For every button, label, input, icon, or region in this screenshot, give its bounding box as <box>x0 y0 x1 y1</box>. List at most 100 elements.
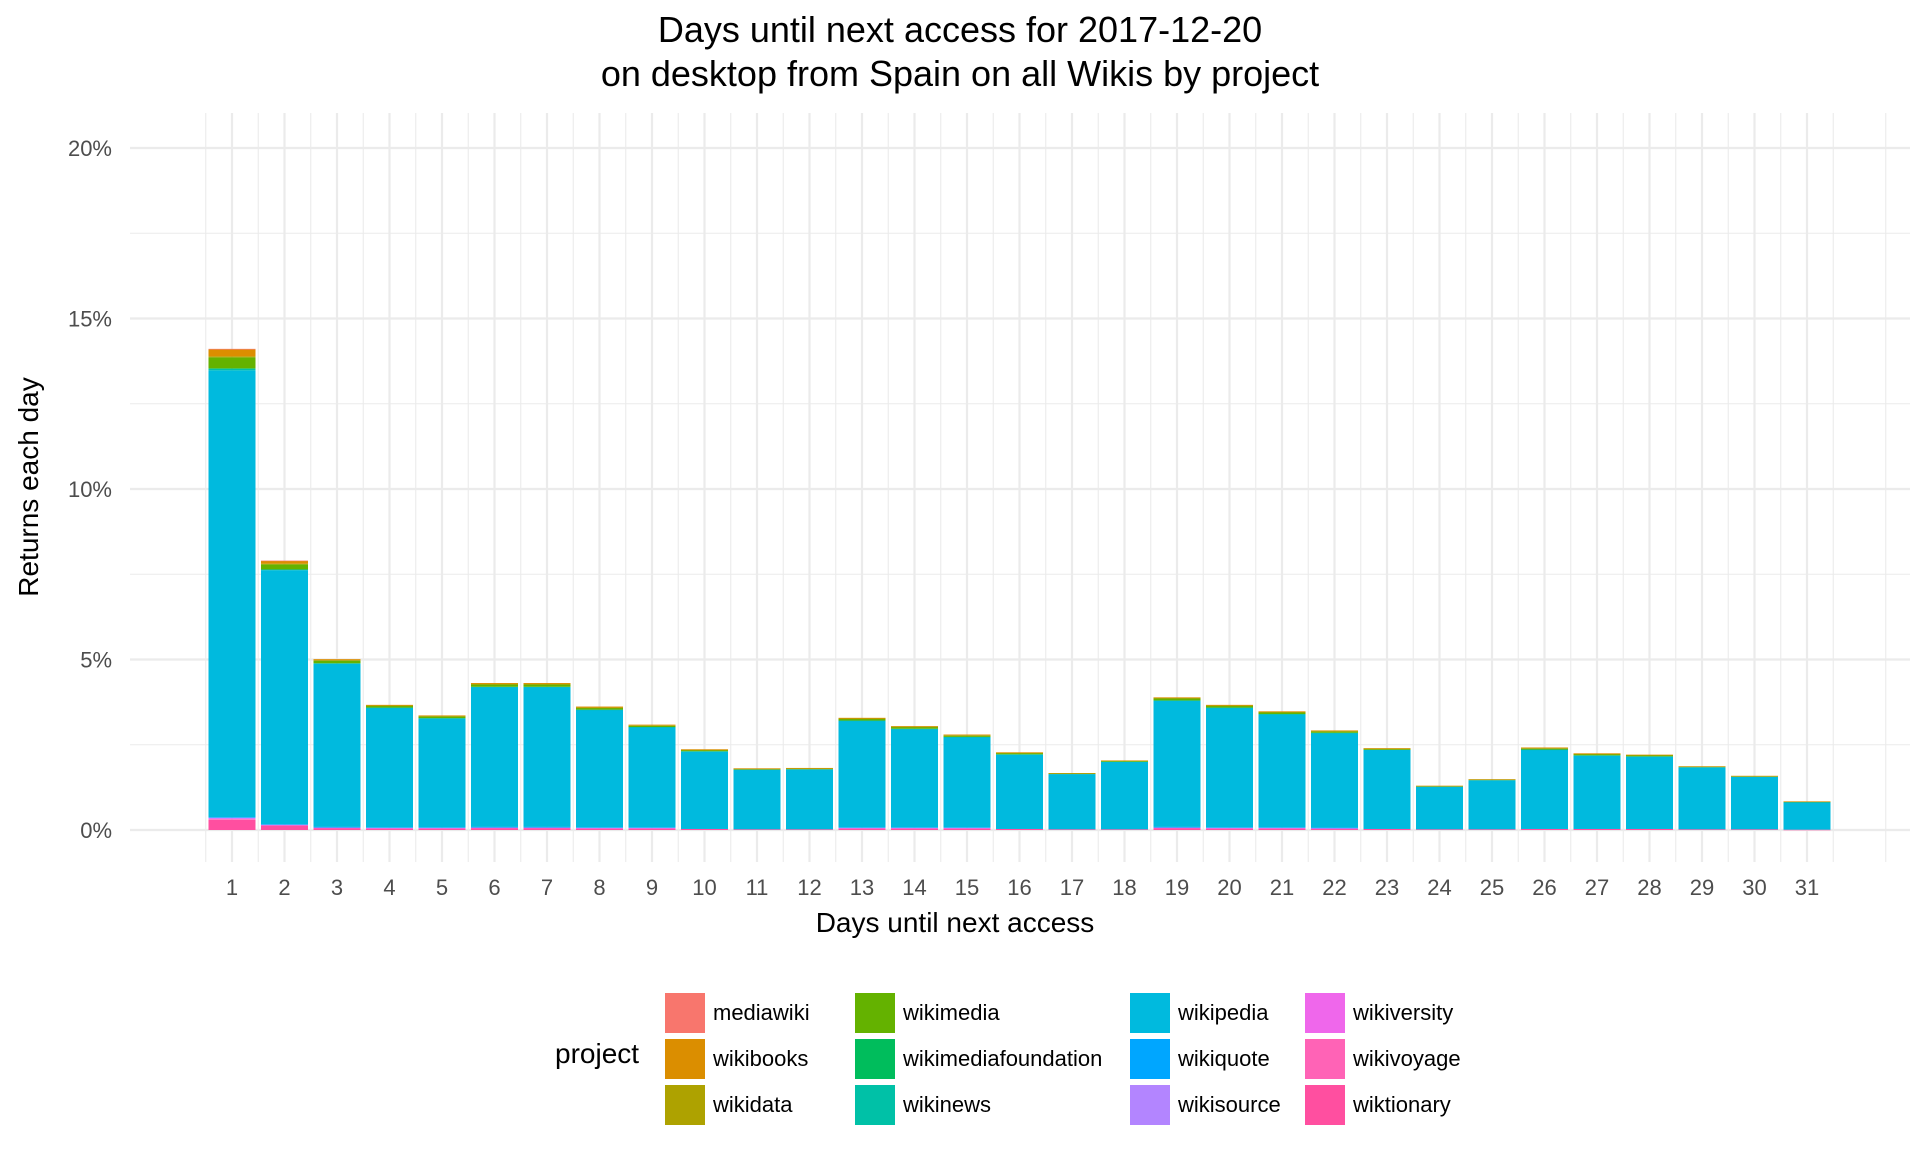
bar-segment-wikidata <box>1258 712 1306 713</box>
x-tick-label: 8 <box>593 875 605 900</box>
x-tick-label: 22 <box>1322 875 1346 900</box>
x-tick-label: 10 <box>692 875 716 900</box>
bar-segment-wikibooks <box>891 725 938 727</box>
bar-stack-day-25 <box>1468 779 1516 830</box>
bar-segment-wikiquote <box>838 827 886 828</box>
bar-segment-wikipedia <box>471 687 518 827</box>
bar-segment-wikimedia <box>1311 731 1358 733</box>
bar-segment-wikipedia <box>261 570 308 825</box>
bar-segment-wikinews <box>366 707 413 709</box>
bar-segment-wikimedia <box>1206 705 1253 708</box>
bar-stack-day-31 <box>1783 801 1831 831</box>
legend-item-wikivoyage: wikivoyage <box>1305 1036 1461 1082</box>
x-tick-label: 11 <box>746 875 769 900</box>
legend-label: wikisource <box>1178 1092 1281 1117</box>
bar-segment-wikibooks <box>1783 801 1831 802</box>
bar-segment-wikipedia <box>208 370 256 818</box>
legend-swatch <box>665 1085 705 1125</box>
bar-segment-wikipedia <box>1048 774 1096 830</box>
bar-segment-wikipedia <box>1626 756 1673 829</box>
bar-segment-wikimedia <box>418 716 466 719</box>
bar-segment-wikimedia <box>628 725 676 728</box>
x-tick-label: 24 <box>1427 875 1451 900</box>
bar-stack-day-30 <box>1731 775 1778 830</box>
bar-segment-wikimedia <box>1783 801 1831 803</box>
y-tick-label: 20% <box>68 136 112 161</box>
bar-segment-wikivoyage <box>523 827 571 829</box>
bar-segment-wikipedia <box>681 751 728 829</box>
legend-label: wikimedia <box>903 1000 1000 1025</box>
bar-segment-wikiquote <box>943 827 991 828</box>
legend-label: wikimediafoundation <box>903 1046 1103 1071</box>
x-tick-label: 31 <box>1795 875 1819 900</box>
bar-segment-wikimedia <box>1521 748 1568 750</box>
bar-segment-wiktionary <box>366 828 413 830</box>
bar-stack-day-20 <box>1206 704 1253 830</box>
bar-stack-day-29 <box>1678 766 1726 830</box>
bar-segment-wikibooks <box>261 560 308 564</box>
bar-stack-day-28 <box>1626 754 1673 830</box>
bar-stack-day-11 <box>733 768 781 830</box>
bar-segment-wikibooks <box>681 749 728 750</box>
bar-segment-wikibooks <box>1048 773 1096 774</box>
bar-segment-wikidata <box>1363 748 1411 750</box>
bar-segment-wiktionary <box>1101 829 1148 830</box>
bar-segment-wikinews <box>261 569 308 571</box>
bar-segment-wikimedia <box>733 768 781 770</box>
y-axis-title: Returns each day <box>13 377 44 596</box>
bar-segment-wikipedia <box>1206 707 1253 828</box>
bar-segment-wikisource <box>628 827 676 829</box>
bar-stack-day-22 <box>1311 730 1358 830</box>
bar-stack-day-23 <box>1363 748 1411 830</box>
bar-segment-wiktionary <box>261 825 308 830</box>
bar-segment-wikibooks <box>1678 766 1726 767</box>
bar-segment-wiktionary <box>208 819 256 830</box>
bar-segment-wiktionary <box>1731 829 1778 830</box>
bar-segment-wiktionary <box>1206 828 1253 830</box>
bar-segment-wikidata <box>943 735 991 736</box>
bar-segment-wikidata <box>628 725 676 726</box>
bar-segment-wikidata <box>1521 748 1568 749</box>
bar-segment-wikivoyage <box>576 828 623 829</box>
bar-segment-wikisource <box>891 827 938 829</box>
legend-item-wikiquote: wikiquote <box>1130 1036 1270 1082</box>
legend-swatch <box>1130 1085 1170 1125</box>
bar-segment-wikisource <box>576 827 623 829</box>
bar-segment-wiktionary <box>681 828 728 830</box>
bar-segment-wikipedia <box>1258 714 1306 828</box>
bar-segment-wikivoyage <box>891 828 938 829</box>
bar-segment-wikimedia <box>838 718 886 721</box>
bar-stack-day-27 <box>1573 753 1621 830</box>
bar-segment-wikimedia <box>1468 779 1516 781</box>
bar-segment-wikibooks <box>1153 697 1201 699</box>
x-tick-label: 29 <box>1690 875 1714 900</box>
bar-segment-wikibooks <box>838 717 886 719</box>
bar-segment-wikiquote <box>471 826 518 828</box>
bar-segment-wikibooks <box>1626 754 1673 756</box>
bar-segment-wikibooks <box>1416 785 1463 787</box>
bar-segment-wikipedia <box>1416 786 1463 830</box>
bar-stack-day-1 <box>208 348 256 830</box>
x-tick-label: 6 <box>488 875 500 900</box>
bar-segment-wikinews <box>576 709 623 711</box>
bar-segment-wikibooks <box>943 734 991 736</box>
chart-title-line-2: on desktop from Spain on all Wikis by pr… <box>600 53 1320 94</box>
bar-segment-wikidata <box>1626 754 1673 756</box>
legend-swatch <box>855 1039 895 1079</box>
legend-item-mediawiki: mediawiki <box>665 990 810 1036</box>
bar-segment-wikibooks <box>576 706 623 708</box>
bar-segment-wikipedia <box>891 729 938 828</box>
bar-segment-wikidata <box>681 749 728 751</box>
bar-segment-wikiquote <box>628 827 676 828</box>
bar-segment-wikidata <box>786 768 833 769</box>
legend-item-wiktionary: wiktionary <box>1305 1082 1451 1128</box>
bar-segment-wikivoyage <box>1153 827 1201 829</box>
x-tick-label: 7 <box>541 875 553 900</box>
bar-segment-wikimedia <box>943 735 991 737</box>
legend-swatch <box>1305 993 1345 1033</box>
bar-segment-wikiquote <box>261 824 308 825</box>
bar-segment-wikinews <box>1521 749 1568 751</box>
bar-segment-wikimedia <box>891 727 938 729</box>
bar-segment-wikidata <box>366 705 413 707</box>
bar-segment-wikimedia <box>1101 760 1148 762</box>
